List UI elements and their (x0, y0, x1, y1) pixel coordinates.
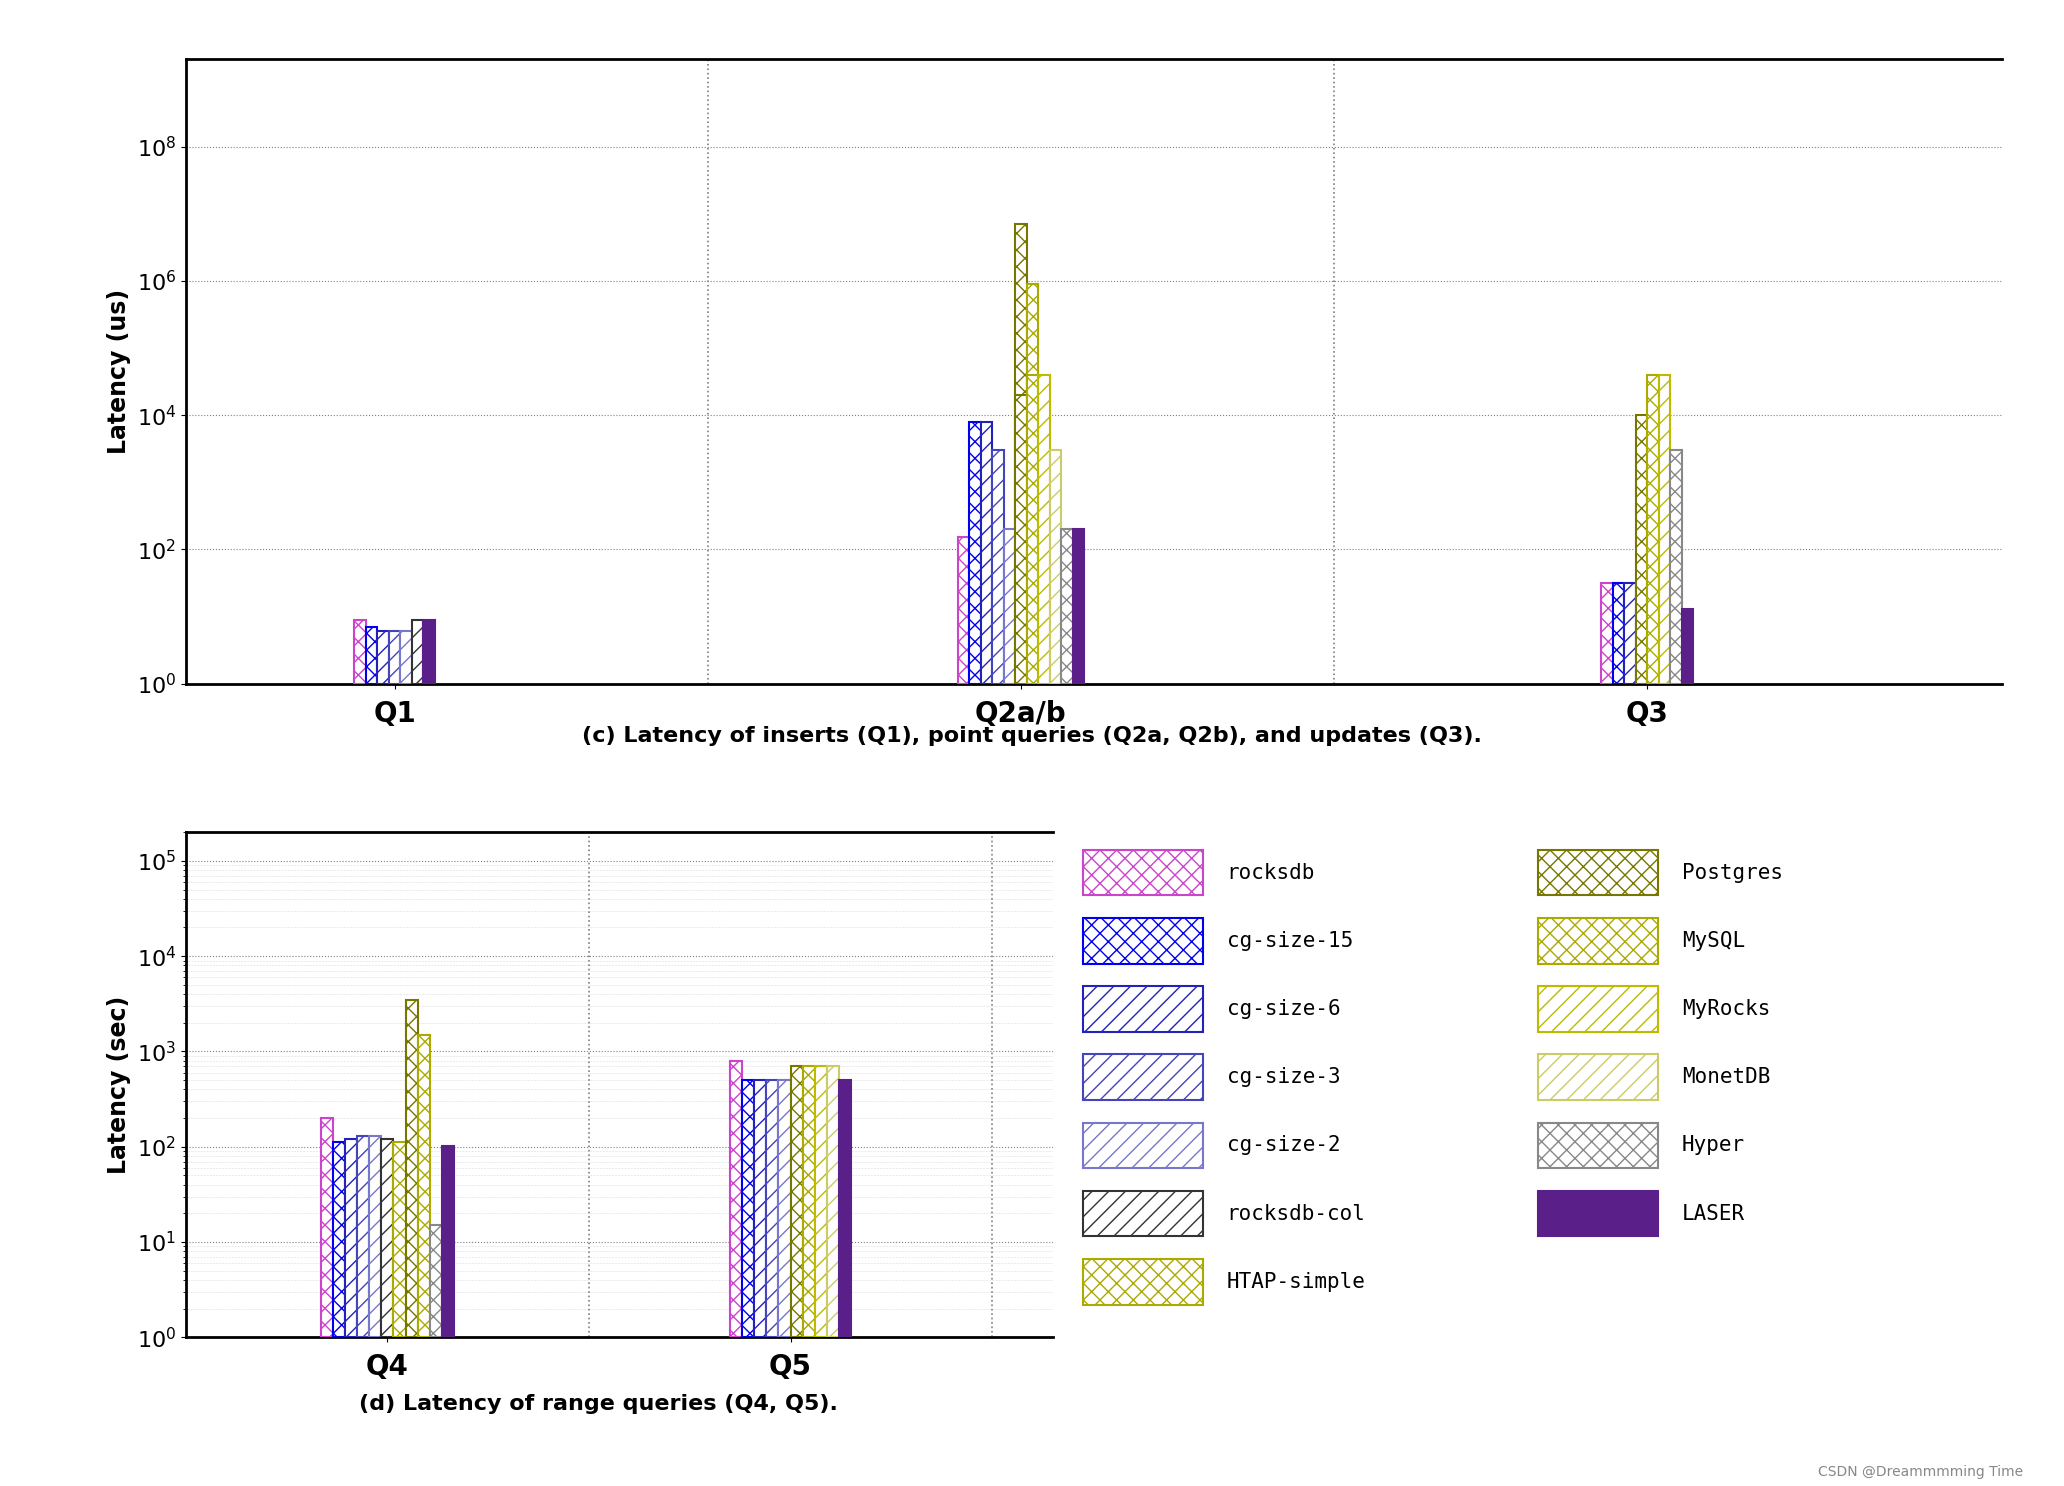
Bar (1026, 374, 1038, 684)
Bar (1538, 1190, 1657, 1236)
Bar (1082, 1123, 1203, 1168)
Bar (355, 620, 365, 684)
Bar (1003, 529, 1015, 684)
Bar (1670, 450, 1682, 684)
Text: cg-size-3: cg-size-3 (1226, 1067, 1340, 1088)
Bar (417, 1034, 429, 1337)
Bar (838, 1080, 850, 1337)
Bar (1635, 415, 1647, 684)
Bar (429, 1226, 442, 1337)
Bar (1015, 395, 1026, 684)
Bar (357, 1135, 369, 1337)
Bar (1015, 224, 1026, 684)
Text: rocksdb: rocksdb (1226, 862, 1315, 883)
Text: LASER: LASER (1682, 1204, 1744, 1223)
Bar (731, 1061, 743, 1337)
Bar (1624, 584, 1635, 684)
Bar (1051, 450, 1061, 684)
Text: MyRocks: MyRocks (1682, 999, 1771, 1019)
Bar (1073, 529, 1084, 684)
Text: (c) Latency of inserts (Q1), point queries (Q2a, Q2b), and updates (Q3).: (c) Latency of inserts (Q1), point queri… (582, 725, 1482, 746)
Bar (394, 1143, 405, 1337)
Bar (753, 1080, 766, 1337)
Bar (369, 1135, 382, 1337)
Bar (980, 422, 993, 684)
Bar (1647, 374, 1659, 684)
Text: HTAP-simple: HTAP-simple (1226, 1272, 1366, 1291)
Bar (1538, 987, 1657, 1031)
Bar (815, 1065, 828, 1337)
Bar (778, 1080, 791, 1337)
Text: Postgres: Postgres (1682, 862, 1783, 883)
Bar (743, 1080, 753, 1337)
Bar (388, 632, 400, 684)
Bar (1682, 609, 1692, 684)
Bar (332, 1143, 345, 1337)
Bar (828, 1065, 838, 1337)
Bar (1061, 529, 1073, 684)
Bar (442, 1146, 454, 1337)
Text: (d) Latency of range queries (Q4, Q5).: (d) Latency of range queries (Q4, Q5). (359, 1394, 838, 1415)
Bar (365, 627, 378, 684)
Text: cg-size-6: cg-size-6 (1226, 999, 1340, 1019)
Bar (791, 1065, 803, 1337)
Bar (382, 1138, 394, 1337)
Text: MySQL: MySQL (1682, 930, 1744, 951)
Bar (1038, 374, 1051, 684)
Y-axis label: Latency (us): Latency (us) (107, 288, 130, 455)
Text: MonetDB: MonetDB (1682, 1067, 1771, 1088)
Text: rocksdb-col: rocksdb-col (1226, 1204, 1366, 1223)
Bar (423, 620, 436, 684)
Bar (345, 1138, 357, 1337)
Bar (1082, 1190, 1203, 1236)
Bar (1082, 850, 1203, 895)
Bar (1026, 284, 1038, 684)
Bar (1538, 918, 1657, 963)
Text: Hyper: Hyper (1682, 1135, 1744, 1156)
Y-axis label: Latency (sec): Latency (sec) (107, 996, 130, 1174)
Bar (1082, 987, 1203, 1031)
Bar (320, 1117, 332, 1337)
Bar (405, 1000, 417, 1337)
Bar (411, 620, 423, 684)
Bar (1082, 918, 1203, 963)
Bar (803, 1065, 815, 1337)
Bar (1538, 1055, 1657, 1100)
Bar (766, 1080, 778, 1337)
Text: cg-size-2: cg-size-2 (1226, 1135, 1340, 1156)
Bar (1538, 1123, 1657, 1168)
Bar (1602, 584, 1612, 684)
Text: cg-size-15: cg-size-15 (1226, 930, 1352, 951)
Bar (1538, 850, 1657, 895)
Bar (400, 632, 411, 684)
Text: CSDN @Dreammmming Time: CSDN @Dreammmming Time (1818, 1465, 2023, 1479)
Bar (1082, 1259, 1203, 1305)
Bar (378, 632, 388, 684)
Bar (958, 538, 970, 684)
Bar (993, 450, 1003, 684)
Bar (970, 422, 980, 684)
Bar (1612, 584, 1624, 684)
Bar (1659, 374, 1670, 684)
Bar (1082, 1055, 1203, 1100)
